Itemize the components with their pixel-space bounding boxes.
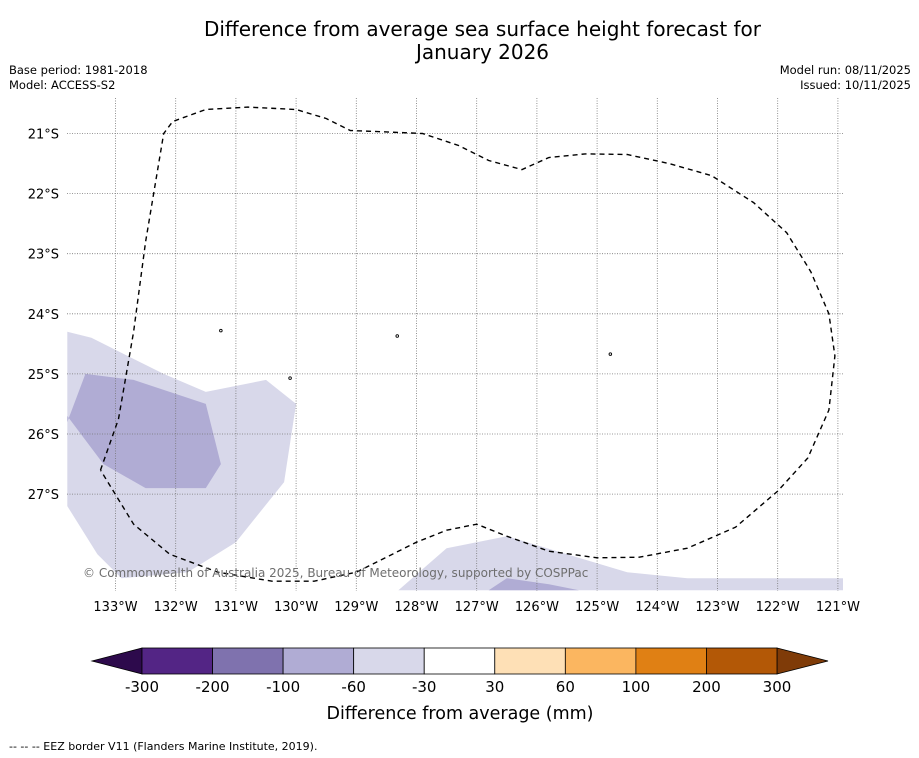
colorbar-extend-min	[90, 647, 143, 675]
colorbar-bin	[494, 647, 566, 675]
issued-date: Issued: 10/11/2025	[800, 78, 911, 92]
colorbar-bin	[353, 647, 425, 675]
colorbar-tick-label: -60	[341, 678, 366, 696]
colorbar-boxes	[90, 647, 829, 675]
longitude-label: 126°W	[515, 600, 559, 615]
longitude-label: 130°W	[274, 600, 318, 615]
anomaly-region	[488, 578, 579, 591]
colorbar-bin	[212, 647, 284, 675]
map-area: © Commonwealth of Australia 2025, Bureau…	[67, 98, 843, 591]
latitude-label: 25°S	[28, 368, 59, 383]
colorbar-tick-label: -300	[125, 678, 159, 696]
colorbar-bin	[282, 647, 355, 675]
model-name: Model: ACCESS-S2	[9, 78, 116, 92]
colorbar-bin	[706, 647, 778, 675]
longitude-label: 122°W	[756, 600, 800, 615]
copyright-text: © Commonwealth of Australia 2025, Bureau…	[83, 566, 588, 580]
latitude-label: 22°S	[28, 188, 59, 203]
chart-title: Difference from average sea surface heig…	[130, 18, 835, 64]
longitude-label: 131°W	[214, 600, 258, 615]
colorbar: -300 -200 -100 -60 -30 30 60 100 200 300 Differen…	[90, 647, 829, 724]
anomaly-region	[67, 373, 221, 489]
latitude-label: 26°S	[28, 428, 59, 443]
colorbar-bin	[564, 647, 637, 675]
colorbar-tick-label: 60	[556, 678, 575, 696]
colorbar-tick-label: -100	[266, 678, 300, 696]
latitude-label: 24°S	[28, 308, 59, 323]
colorbar-tick-label: 300	[763, 678, 792, 696]
island-outline	[219, 328, 223, 333]
longitude-label: 132°W	[154, 600, 198, 615]
anomaly-fields	[67, 331, 843, 591]
longitude-label: 123°W	[695, 600, 739, 615]
meta-right: Model run: 08/11/2025 Issued: 10/11/2025	[780, 63, 911, 93]
base-period: Base period: 1981-2018	[9, 63, 148, 77]
title-line-1: Difference from average sea surface heig…	[203, 17, 762, 41]
colorbar-bin	[423, 647, 496, 675]
island-outline	[288, 376, 292, 380]
colorbar-title: Difference from average (mm)	[326, 704, 593, 724]
colorbar-bin	[635, 647, 707, 675]
colorbar-tick-label: 30	[485, 678, 504, 696]
title-line-2: January 2026	[415, 40, 550, 64]
model-run: Model run: 08/11/2025	[779, 63, 911, 77]
colorbar-tick-label: -200	[196, 678, 230, 696]
longitude-label: 125°W	[575, 600, 619, 615]
longitude-label: 127°W	[455, 600, 499, 615]
island-outline	[395, 334, 399, 338]
latitude-labels: 21°S 22°S 23°S 24°S 25°S 26°S 27°S	[28, 128, 59, 504]
colorbar-tick-label: 200	[692, 678, 721, 696]
colorbar-bin	[141, 647, 213, 675]
latitude-label: 23°S	[28, 248, 59, 263]
gridlines	[67, 98, 843, 591]
longitude-label: 129°W	[334, 600, 378, 615]
meta-left: Base period: 1981-2018 Model: ACCESS-S2	[9, 63, 148, 93]
colorbar-extend-max	[776, 647, 829, 675]
longitude-label: 128°W	[394, 600, 438, 615]
longitude-label: 121°W	[816, 600, 860, 615]
longitude-label: 133°W	[93, 600, 137, 615]
colorbar-tick-label: -30	[412, 678, 437, 696]
anomaly-region	[398, 536, 843, 591]
colorbar-tick-label: 100	[622, 678, 651, 696]
eez-border	[99, 106, 836, 582]
islands	[219, 328, 613, 380]
longitude-label: 124°W	[635, 600, 679, 615]
island-outline	[608, 352, 613, 356]
latitude-label: 21°S	[28, 128, 59, 143]
colorbar-ticks: -300 -200 -100 -60 -30 30 60 100 200 300	[125, 678, 791, 696]
eez-source-note: -- -- -- EEZ border V11 (Flanders Marine…	[9, 740, 318, 753]
latitude-label: 27°S	[28, 488, 59, 503]
longitude-labels: 133°W 132°W 131°W 130°W 129°W 128°W 127°W 126°W…	[93, 600, 860, 615]
